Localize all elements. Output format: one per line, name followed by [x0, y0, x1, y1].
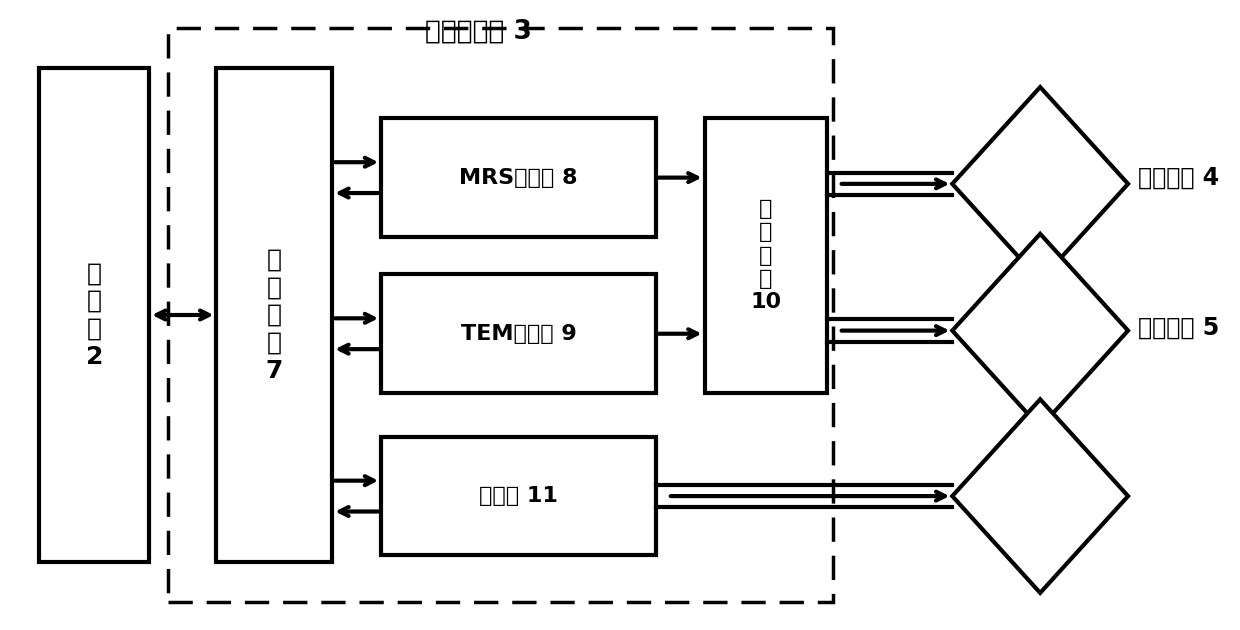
Bar — [381, 275, 656, 393]
Bar — [216, 68, 332, 562]
Polygon shape — [952, 399, 1128, 593]
Text: 接收线圈 5: 接收线圈 5 — [1138, 316, 1219, 340]
Text: TEM发射机 9: TEM发射机 9 — [460, 324, 577, 344]
Text: MRS发射机 8: MRS发射机 8 — [459, 168, 578, 188]
Bar — [381, 437, 656, 556]
Polygon shape — [952, 87, 1128, 280]
Bar — [381, 118, 656, 237]
Text: 接收机 11: 接收机 11 — [479, 486, 558, 506]
Text: 机载控制箱 3: 机载控制箱 3 — [425, 18, 532, 44]
Bar — [167, 28, 833, 602]
Text: 主
控
单
元
7: 主 控 单 元 7 — [265, 248, 283, 382]
Text: 发
射
切
换
10: 发 射 切 换 10 — [750, 199, 781, 312]
Text: 发射线圈 4: 发射线圈 4 — [1138, 166, 1219, 190]
Bar — [40, 68, 149, 562]
Polygon shape — [952, 234, 1128, 427]
Bar — [704, 118, 827, 393]
Text: 上
位
机
2: 上 位 机 2 — [86, 261, 103, 369]
